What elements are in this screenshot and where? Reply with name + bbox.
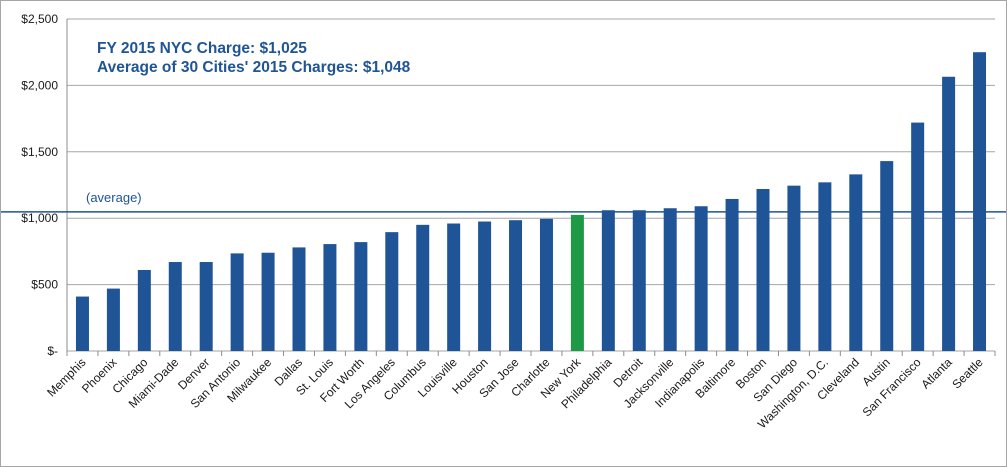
bar <box>354 242 368 351</box>
bar <box>663 208 677 351</box>
annotation-average-charge: Average of 30 Cities' 2015 Charges: $1,0… <box>97 59 411 76</box>
y-tick-label: $2,000 <box>21 78 58 92</box>
bar <box>756 188 770 351</box>
bar <box>447 223 461 351</box>
bar <box>880 161 894 351</box>
bar <box>601 210 615 351</box>
y-tick-label: $500 <box>31 278 58 292</box>
y-tick-label: $2,500 <box>21 12 58 26</box>
y-tick-label: $- <box>47 344 58 358</box>
bar <box>230 253 244 351</box>
bar <box>75 296 89 351</box>
bar <box>292 247 306 351</box>
bar <box>973 52 987 351</box>
bar <box>199 262 213 351</box>
y-axis-ticks: $- $500 $1,000 $1,500 $2,000 $2,500 <box>21 12 58 358</box>
bar <box>168 262 182 351</box>
bar <box>787 185 801 351</box>
bar <box>942 76 956 351</box>
average-label: (average) <box>86 190 142 205</box>
bar <box>818 182 832 351</box>
gridlines <box>66 18 996 356</box>
y-tick-label: $1,000 <box>21 211 58 225</box>
bar <box>539 218 553 351</box>
bar <box>416 224 430 351</box>
bar <box>911 122 925 351</box>
bar <box>725 198 739 351</box>
bar <box>478 221 492 351</box>
bar <box>849 174 863 351</box>
bar <box>632 210 646 351</box>
x-tick-label: Memphis <box>44 355 88 399</box>
annotation-nyc-charge: FY 2015 NYC Charge: $1,025 <box>97 40 307 57</box>
bar <box>385 232 399 351</box>
bar-highlight <box>570 214 584 351</box>
x-axis-ticks: MemphisPhoenixChicagoMiami-DadeDenverSan… <box>44 355 986 432</box>
bar <box>694 206 708 351</box>
bar <box>323 244 337 351</box>
y-tick-label: $1,500 <box>21 145 58 159</box>
bar <box>106 288 120 351</box>
x-tick-label: Atlanta <box>918 355 955 392</box>
bar <box>261 252 275 351</box>
bar <box>509 220 523 351</box>
bar <box>137 269 151 351</box>
x-tick-label: Seattle <box>949 355 986 392</box>
bars <box>75 52 987 351</box>
